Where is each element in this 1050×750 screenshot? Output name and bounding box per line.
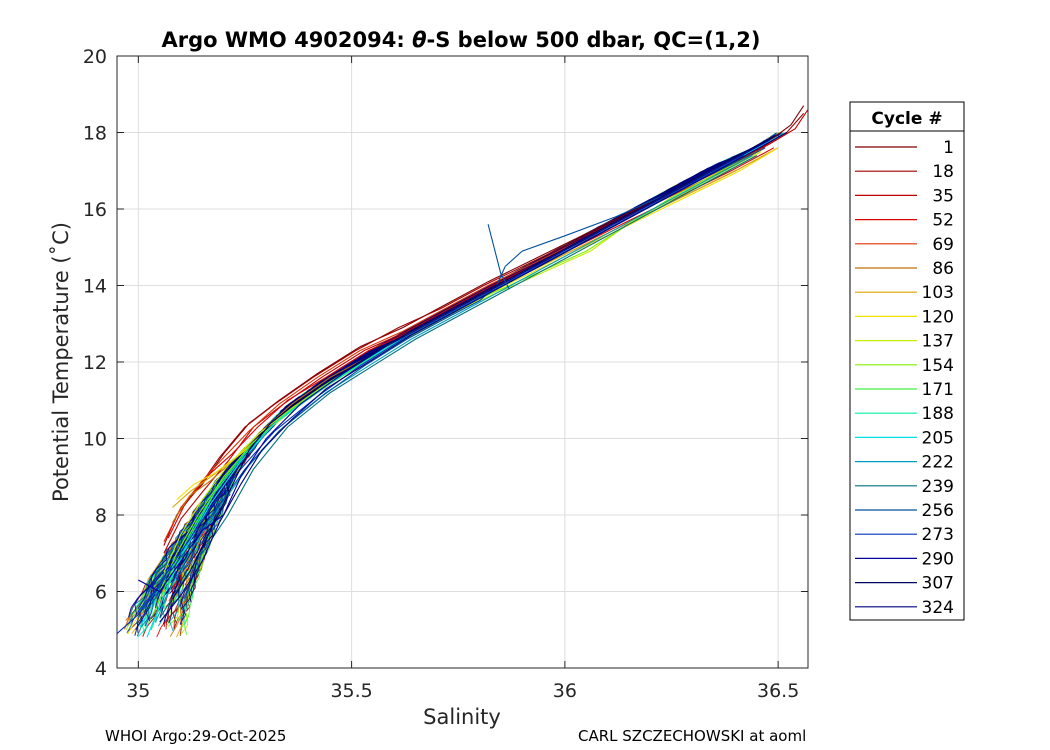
legend-label: 103 <box>922 283 954 303</box>
legend: Cycle # 1 18 35 52 69 86 103 120 137 154 171 188 205… <box>849 101 965 621</box>
legend-label: 120 <box>922 307 954 327</box>
title-suffix: -S below 500 dbar, QC=(1,2) <box>427 28 761 52</box>
series-line-cycle-spike <box>487 224 510 290</box>
legend-label: 273 <box>922 525 954 545</box>
x-axis-ticks: 35 35.5 36 36.5 <box>126 56 799 702</box>
legend-label: 256 <box>922 501 954 521</box>
legend-label: 239 <box>922 477 954 497</box>
y-tick-label: 12 <box>83 352 107 374</box>
series-line-cycle-239 <box>159 155 758 619</box>
legend-label: 154 <box>922 356 954 376</box>
legend-label: 222 <box>922 453 954 473</box>
series-line-cycle-324 <box>159 132 787 623</box>
y-tick-label: 4 <box>95 658 107 680</box>
profile-bundle-line <box>145 132 780 622</box>
chart-title: Argo WMO 4902094: θ-S below 500 dbar, QC… <box>161 28 760 52</box>
legend-label: 307 <box>922 574 954 594</box>
legend-label: 324 <box>922 598 954 618</box>
y-tick-label: 6 <box>95 582 107 604</box>
x-tick-label: 36 <box>553 680 577 702</box>
legend-entries: 1 18 35 52 69 86 103 120 137 154 171 188 205 222 239 25… <box>855 138 954 618</box>
title-prefix: Argo WMO 4902094: <box>161 28 412 52</box>
y-tick-label: 18 <box>83 123 107 145</box>
series-line-cycle-273 <box>117 155 745 635</box>
y-tick-label: 20 <box>83 46 107 68</box>
legend-label: 290 <box>922 549 954 569</box>
legend-label: 86 <box>932 259 954 279</box>
y-tick-label: 14 <box>83 276 107 298</box>
legend-label: 137 <box>922 332 954 352</box>
series-line-cycle-154 <box>159 151 758 592</box>
legend-label: 205 <box>922 428 954 448</box>
legend-label: 35 <box>932 186 954 206</box>
series-line-cycle-307 <box>172 135 775 600</box>
x-tick-label: 35 <box>126 680 150 702</box>
footer-left: WHOI Argo:29-Oct-2025 <box>105 727 286 745</box>
legend-label: 171 <box>922 380 954 400</box>
series-layer <box>117 105 808 638</box>
y-tick-label: 16 <box>83 199 107 221</box>
series-line-cycle-256 <box>142 147 766 611</box>
y-axis-ticks: 4 6 8 10 12 14 16 18 20 <box>83 46 808 680</box>
legend-title: Cycle # <box>871 109 942 129</box>
series-line-cycle-290 <box>138 139 770 593</box>
legend-label: 69 <box>932 235 954 255</box>
x-tick-label: 35.5 <box>330 680 372 702</box>
title-theta: θ <box>412 28 426 52</box>
footer-right: CARL SZCZECHOWSKI at aoml <box>578 727 806 745</box>
y-tick-label: 10 <box>83 429 107 451</box>
series-line-cycle-222 <box>154 155 753 623</box>
legend-label: 52 <box>932 211 954 231</box>
x-tick-label: 36.5 <box>757 680 799 702</box>
y-tick-label: 8 <box>95 505 107 527</box>
y-axis-label: Potential Temperature (˚C) <box>49 222 73 502</box>
x-axis-label: Salinity <box>423 705 501 729</box>
legend-label: 18 <box>932 162 954 182</box>
legend-label: 188 <box>922 404 954 424</box>
legend-label: 1 <box>943 138 954 158</box>
